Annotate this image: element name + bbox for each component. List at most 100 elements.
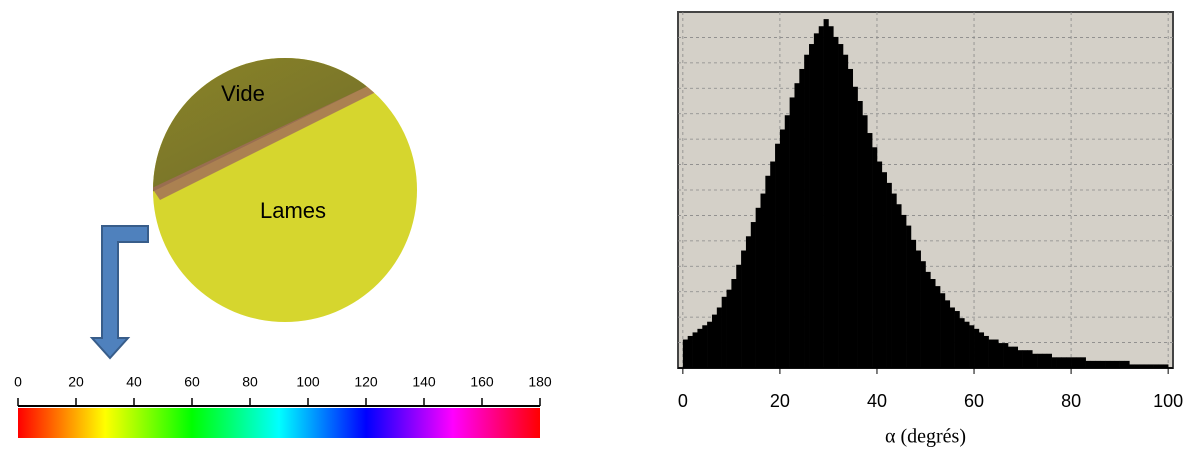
bar — [1139, 364, 1145, 368]
bar — [818, 26, 824, 369]
bar — [1134, 364, 1140, 368]
bar — [978, 332, 985, 368]
x-tick-label: 60 — [964, 391, 984, 411]
bar — [930, 279, 936, 368]
bar — [784, 115, 790, 369]
tick-label: 160 — [470, 374, 494, 390]
bar — [925, 271, 931, 368]
bar — [1012, 346, 1019, 368]
bar — [1163, 364, 1169, 368]
bar — [1153, 364, 1159, 368]
tick-label: 80 — [242, 374, 258, 390]
region-label: Lames — [260, 198, 326, 223]
bar — [736, 264, 742, 368]
bar — [1080, 357, 1086, 368]
bar — [872, 147, 878, 368]
bar — [1158, 364, 1164, 368]
bar — [847, 68, 854, 369]
bar — [969, 325, 975, 368]
bar — [1017, 350, 1023, 368]
bar — [804, 54, 810, 368]
bar — [1027, 350, 1033, 368]
bar — [1129, 364, 1135, 368]
bar — [988, 339, 994, 368]
tick-label: 140 — [412, 374, 436, 390]
bar — [901, 214, 907, 368]
bar — [1022, 350, 1028, 368]
bar — [843, 54, 849, 368]
bar — [867, 133, 873, 368]
x-tick-label: 80 — [1061, 391, 1081, 411]
bar — [964, 321, 970, 368]
bar — [1056, 357, 1062, 368]
bar — [910, 239, 917, 368]
bar — [828, 26, 834, 369]
bar — [765, 175, 771, 368]
bar — [687, 335, 693, 368]
bar — [886, 182, 892, 368]
bar — [881, 172, 887, 368]
bar — [983, 335, 989, 368]
bar — [707, 321, 713, 368]
bar — [1090, 360, 1096, 368]
bar — [1085, 360, 1091, 368]
bar — [702, 325, 708, 368]
bar — [896, 204, 902, 368]
bar — [993, 339, 999, 368]
tick-label: 40 — [126, 374, 142, 390]
bar — [891, 193, 897, 368]
bar — [940, 293, 946, 368]
bar — [1114, 360, 1120, 368]
bar — [741, 250, 747, 368]
bar — [789, 97, 795, 368]
bar — [974, 328, 980, 368]
bar — [711, 314, 718, 368]
x-tick-label: 40 — [867, 391, 887, 411]
bar — [1008, 346, 1014, 368]
bar — [799, 68, 805, 369]
x-axis-label: α (degrés) — [885, 426, 966, 448]
bar — [1051, 357, 1057, 368]
bar — [1124, 360, 1130, 368]
bar — [823, 19, 829, 369]
bar — [745, 236, 752, 368]
bar — [716, 307, 722, 368]
bar — [794, 83, 800, 368]
tick-label: 100 — [296, 374, 320, 390]
bar — [682, 339, 689, 368]
bar — [1075, 357, 1082, 368]
bar — [915, 250, 921, 368]
bar — [1105, 360, 1111, 368]
bar — [949, 307, 955, 368]
bar — [862, 115, 868, 369]
tick-label: 120 — [354, 374, 378, 390]
bar — [857, 101, 863, 368]
bar — [852, 86, 858, 368]
bar — [998, 343, 1004, 368]
bar — [906, 225, 912, 368]
x-tick-label: 0 — [678, 391, 688, 411]
bar — [755, 207, 761, 368]
bar — [1100, 360, 1106, 368]
sample-image — [153, 58, 417, 322]
color-bar — [18, 408, 540, 438]
bar — [1148, 364, 1154, 368]
bar — [750, 222, 756, 368]
bar — [779, 129, 786, 368]
arrow — [89, 225, 149, 360]
bar — [1095, 360, 1101, 368]
bar — [944, 300, 951, 368]
bar — [876, 161, 883, 368]
bar — [838, 44, 844, 368]
bar — [1032, 353, 1038, 368]
bar — [775, 143, 781, 368]
bar — [770, 161, 776, 368]
bar — [1003, 343, 1009, 368]
bar — [833, 36, 839, 369]
bar — [1066, 357, 1072, 368]
bar — [1061, 357, 1067, 368]
bar — [697, 328, 703, 368]
bar — [1109, 360, 1116, 368]
bar — [692, 332, 698, 368]
